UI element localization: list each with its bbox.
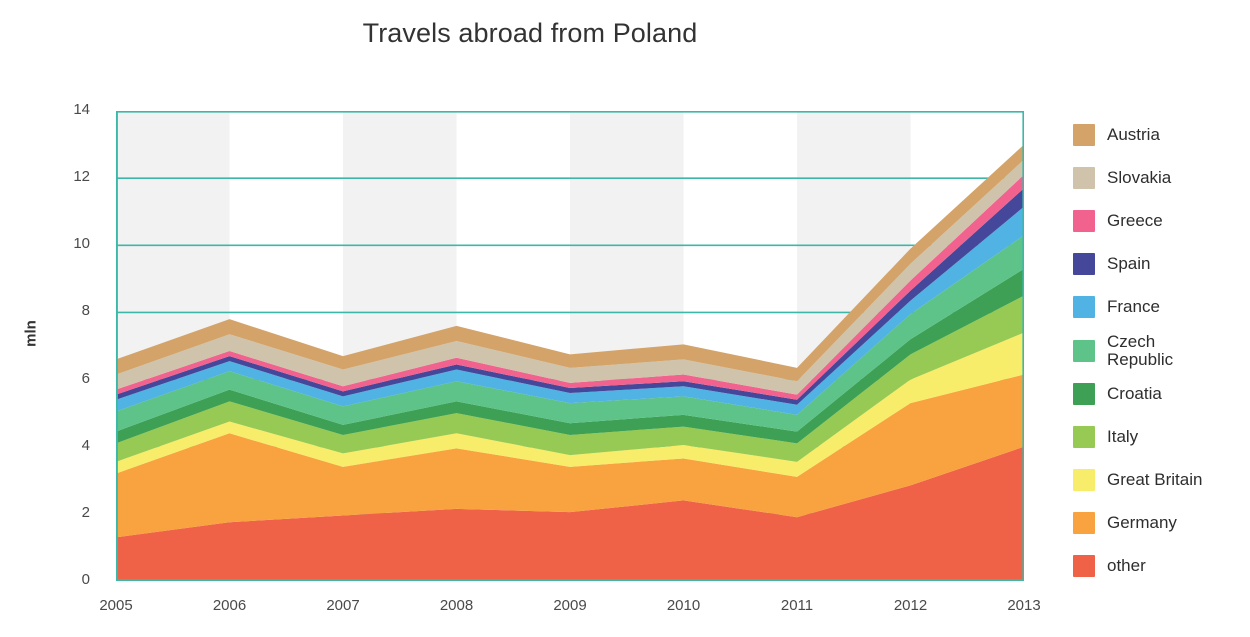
legend-item-label: Great Britain [1107,470,1203,490]
axis-lines [116,111,1024,581]
legend-color-swatch-icon [1073,469,1095,492]
legend-item-label: Germany [1107,513,1177,533]
legend-item[interactable]: France [1073,286,1248,329]
area-series-germany [116,374,1024,538]
legend-item[interactable]: Austria [1073,113,1248,156]
legend-item-label: other [1107,556,1146,576]
x-tick-label: 2011 [780,597,814,614]
legend-item-label: Czech Republic [1107,331,1174,369]
page-title: Travels abroad from Poland [362,18,698,48]
area-series-group [116,144,1024,581]
legend-item-label: Croatia [1107,383,1162,403]
legend-item-label: Austria [1107,124,1160,144]
y-tick-label: 0 [81,571,90,588]
legend-color-swatch-icon [1073,296,1095,319]
y-tick-label: 2 [81,503,90,521]
legend-item[interactable]: Great Britain [1073,459,1248,502]
legend-item[interactable]: Greece [1073,199,1248,242]
legend-color-swatch-icon [1073,339,1095,362]
y-tick-label: 12 [73,168,90,186]
stacked-area-chart [116,111,1024,581]
legend-color-swatch-icon [1073,425,1095,448]
x-tick-label: 2010 [666,597,701,614]
y-tick-label: 14 [73,101,90,118]
legend-item[interactable]: Germany [1073,502,1248,545]
legend-item[interactable]: Spain [1073,243,1248,286]
x-tick-label: 2013 [1007,597,1041,614]
y-tick-label: 8 [81,302,90,320]
y-tick-label: 4 [81,436,90,454]
x-tick-label: 2009 [553,597,587,614]
legend-item[interactable]: Italy [1073,415,1248,458]
legend-item[interactable]: Czech Republic [1073,329,1248,372]
legend-item-label: Greece [1107,210,1163,230]
legend-item-label: Spain [1107,254,1151,274]
y-tick-label: 10 [73,235,90,253]
legend-item-label: France [1107,297,1160,317]
x-tick-label: 2012 [893,597,928,614]
legend-color-swatch-icon [1073,512,1095,535]
y-axis-title: mln [22,320,40,347]
area-series-other [116,446,1024,581]
x-tick-label: 2005 [99,597,133,614]
legend-color-swatch-icon [1073,382,1095,405]
x-tick-label: 2007 [326,597,360,614]
legend-color-swatch-icon [1073,253,1095,276]
legend-item-label: Italy [1107,426,1139,446]
legend-color-swatch-icon [1073,123,1095,146]
legend-item[interactable]: other [1073,545,1248,588]
x-tick-label: 2008 [439,597,474,614]
legend-item-label: Slovakia [1107,167,1172,187]
legend-item[interactable]: Slovakia [1073,156,1248,199]
x-tick-label: 2006 [212,597,247,614]
legend-item[interactable]: Croatia [1073,372,1248,415]
legend-color-swatch-icon [1073,209,1095,232]
chart-legend: Austria Slovakia Greece Spain France Czech Re… [1073,113,1248,588]
legend-color-swatch-icon [1073,166,1095,189]
plot-area [116,111,1024,581]
y-tick-label: 6 [81,369,90,387]
legend-color-swatch-icon [1073,555,1095,578]
